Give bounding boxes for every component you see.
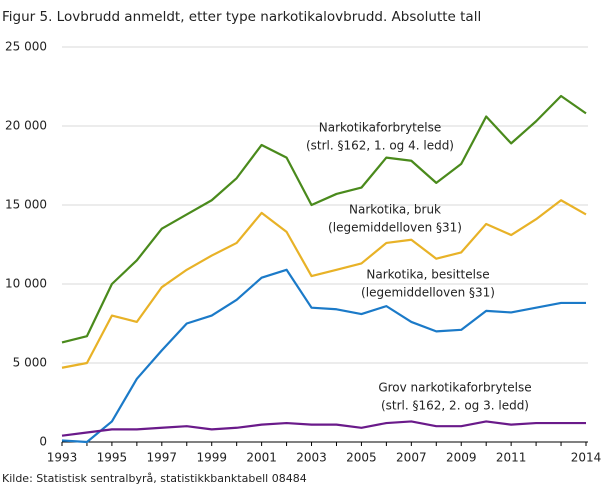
x-tick-label: 2001 [246,451,277,465]
series-line [61,199,587,369]
y-tick-label: 20 000 [5,119,47,133]
series-label-detail: (strl. §162, 2. og 3. ledd) [381,399,529,413]
x-tick-label: 2005 [346,451,377,465]
y-tick-label: 25 000 [5,40,47,54]
y-tick-label: 15 000 [5,198,47,212]
x-tick-label: 2003 [296,451,327,465]
x-tick-label: 1999 [196,451,227,465]
series-label-detail: (strl. §162, 1. og 4. ledd) [306,139,454,153]
x-tick-label: 1997 [147,451,178,465]
x-tick-label: 2009 [446,451,477,465]
series-line [61,420,586,437]
series-line [61,268,586,444]
source: Kilde: Statistisk sentralbyrå, statistik… [2,472,307,485]
series-label: Narkotika, besittelse [366,268,489,282]
series-label: Grov narkotikaforbrytelse [378,381,531,395]
chart-title: Figur 5. Lovbrudd anmeldt, etter type na… [2,9,481,25]
series-label-detail: (legemiddelloven §31) [361,286,495,300]
series-label-detail: (legemiddelloven §31) [328,221,462,235]
x-tick-label: 2011 [496,451,527,465]
x-tick-label: 2014 [571,451,602,465]
y-tick-label: 0 [39,435,47,449]
y-tick-label: 5 000 [13,356,47,370]
series-label: Narkotika, bruk [349,203,441,217]
series-line [61,94,587,344]
x-tick-label: 2007 [396,451,427,465]
x-tick-label: 1995 [97,451,128,465]
x-tick-label: 1993 [47,451,78,465]
series-label: Narkotikaforbrytelse [319,121,441,135]
y-tick-label: 10 000 [5,277,47,291]
